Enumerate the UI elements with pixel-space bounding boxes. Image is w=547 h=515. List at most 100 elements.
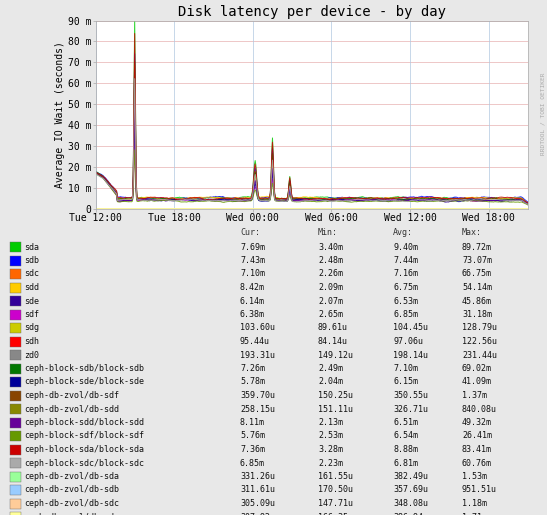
Text: 83.41m: 83.41m (462, 445, 492, 454)
Text: 2.49m: 2.49m (318, 364, 343, 373)
Text: 6.53m: 6.53m (393, 297, 418, 305)
Text: 49.32m: 49.32m (462, 418, 492, 427)
Text: 60.76m: 60.76m (462, 458, 492, 468)
Text: 95.44u: 95.44u (240, 337, 270, 346)
Text: 311.61u: 311.61u (240, 486, 275, 494)
Text: sdd: sdd (24, 283, 39, 292)
Text: Cur:: Cur: (240, 228, 260, 237)
Y-axis label: Average IO Wait (seconds): Average IO Wait (seconds) (55, 41, 65, 188)
Text: 840.08u: 840.08u (462, 404, 497, 414)
Text: 386.94u: 386.94u (393, 512, 428, 515)
Text: 2.53m: 2.53m (318, 432, 343, 440)
Text: 150.25u: 150.25u (318, 391, 353, 400)
Text: 2.07m: 2.07m (318, 297, 343, 305)
Text: 41.09m: 41.09m (462, 377, 492, 386)
Text: 1.18m: 1.18m (462, 499, 487, 508)
Text: 8.11m: 8.11m (240, 418, 265, 427)
Text: 350.55u: 350.55u (393, 391, 428, 400)
Text: 1.71m: 1.71m (462, 512, 487, 515)
Text: 258.15u: 258.15u (240, 404, 275, 414)
Text: sda: sda (24, 243, 39, 251)
Text: 161.55u: 161.55u (318, 472, 353, 481)
Text: RRDTOOL / TOBI OETIKER: RRDTOOL / TOBI OETIKER (541, 72, 546, 154)
Text: 8.42m: 8.42m (240, 283, 265, 292)
Text: 359.70u: 359.70u (240, 391, 275, 400)
Text: ceph-block-sdb/block-sdb: ceph-block-sdb/block-sdb (24, 364, 144, 373)
Text: 7.69m: 7.69m (240, 243, 265, 251)
Text: 149.12u: 149.12u (318, 351, 353, 359)
Text: Max:: Max: (462, 228, 482, 237)
Text: 2.13m: 2.13m (318, 418, 343, 427)
Text: 7.44m: 7.44m (393, 256, 418, 265)
Text: 5.78m: 5.78m (240, 377, 265, 386)
Text: 382.49u: 382.49u (393, 472, 428, 481)
Text: 73.07m: 73.07m (462, 256, 492, 265)
Text: 2.26m: 2.26m (318, 269, 343, 279)
Text: ceph-db-zvol/db-sdf: ceph-db-zvol/db-sdf (24, 391, 119, 400)
Text: 69.02m: 69.02m (462, 364, 492, 373)
Text: 170.50u: 170.50u (318, 486, 353, 494)
Text: 84.14u: 84.14u (318, 337, 348, 346)
Text: sde: sde (24, 297, 39, 305)
Text: 45.86m: 45.86m (462, 297, 492, 305)
Text: 7.43m: 7.43m (240, 256, 265, 265)
Text: 6.14m: 6.14m (240, 297, 265, 305)
Text: ceph-db-zvol/db-sda: ceph-db-zvol/db-sda (24, 472, 119, 481)
Text: 6.15m: 6.15m (393, 377, 418, 386)
Text: ceph-db-zvol/db-sde: ceph-db-zvol/db-sde (24, 512, 119, 515)
Text: ceph-db-zvol/db-sdd: ceph-db-zvol/db-sdd (24, 404, 119, 414)
Text: sdb: sdb (24, 256, 39, 265)
Text: 6.51m: 6.51m (393, 418, 418, 427)
Text: 97.06u: 97.06u (393, 337, 423, 346)
Text: 6.85m: 6.85m (240, 458, 265, 468)
Text: 122.56u: 122.56u (462, 337, 497, 346)
Text: 357.69u: 357.69u (393, 486, 428, 494)
Text: 307.92u: 307.92u (240, 512, 275, 515)
Text: ceph-db-zvol/db-sdb: ceph-db-zvol/db-sdb (24, 486, 119, 494)
Text: ceph-db-zvol/db-sdc: ceph-db-zvol/db-sdc (24, 499, 119, 508)
Text: 147.71u: 147.71u (318, 499, 353, 508)
Text: ceph-block-sdf/block-sdf: ceph-block-sdf/block-sdf (24, 432, 144, 440)
Text: 31.18m: 31.18m (462, 310, 492, 319)
Text: zd0: zd0 (24, 351, 39, 359)
Text: 128.79u: 128.79u (462, 323, 497, 333)
Text: ceph-block-sde/block-sde: ceph-block-sde/block-sde (24, 377, 144, 386)
Text: 951.51u: 951.51u (462, 486, 497, 494)
Text: 89.72m: 89.72m (462, 243, 492, 251)
Text: 5.76m: 5.76m (240, 432, 265, 440)
Text: 89.61u: 89.61u (318, 323, 348, 333)
Text: 104.45u: 104.45u (393, 323, 428, 333)
Text: 7.16m: 7.16m (393, 269, 418, 279)
Text: 2.04m: 2.04m (318, 377, 343, 386)
Text: ceph-block-sda/block-sda: ceph-block-sda/block-sda (24, 445, 144, 454)
Text: 1.53m: 1.53m (462, 472, 487, 481)
Text: 9.40m: 9.40m (393, 243, 418, 251)
Text: 7.10m: 7.10m (393, 364, 418, 373)
Text: ceph-block-sdd/block-sdd: ceph-block-sdd/block-sdd (24, 418, 144, 427)
Text: 7.36m: 7.36m (240, 445, 265, 454)
Text: 331.26u: 331.26u (240, 472, 275, 481)
Text: 231.44u: 231.44u (462, 351, 497, 359)
Text: 3.28m: 3.28m (318, 445, 343, 454)
Text: 6.81m: 6.81m (393, 458, 418, 468)
Text: 193.31u: 193.31u (240, 351, 275, 359)
Text: sdh: sdh (24, 337, 39, 346)
Text: 2.23m: 2.23m (318, 458, 343, 468)
Text: 1.37m: 1.37m (462, 391, 487, 400)
Text: 2.48m: 2.48m (318, 256, 343, 265)
Text: 2.09m: 2.09m (318, 283, 343, 292)
Text: Avg:: Avg: (393, 228, 413, 237)
Text: 8.88m: 8.88m (393, 445, 418, 454)
Text: 6.54m: 6.54m (393, 432, 418, 440)
Text: 198.14u: 198.14u (393, 351, 428, 359)
Text: sdc: sdc (24, 269, 39, 279)
Text: 103.60u: 103.60u (240, 323, 275, 333)
Text: 305.09u: 305.09u (240, 499, 275, 508)
Text: 7.10m: 7.10m (240, 269, 265, 279)
Text: 26.41m: 26.41m (462, 432, 492, 440)
Text: 7.26m: 7.26m (240, 364, 265, 373)
Text: 2.65m: 2.65m (318, 310, 343, 319)
Text: 151.11u: 151.11u (318, 404, 353, 414)
Text: 348.08u: 348.08u (393, 499, 428, 508)
Text: 66.75m: 66.75m (462, 269, 492, 279)
